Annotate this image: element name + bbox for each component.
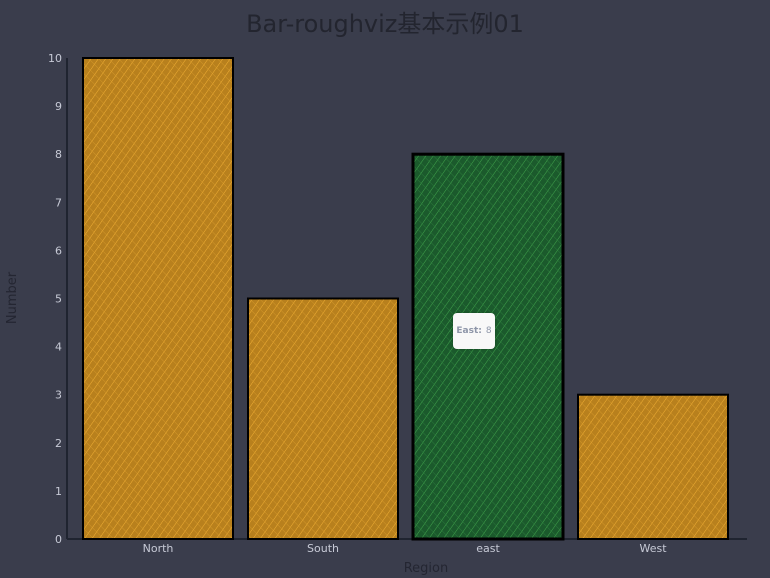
x-tick-label: North — [143, 542, 174, 555]
bar-outline — [82, 57, 234, 540]
bar-hatch-cross — [83, 58, 233, 539]
x-tick-label: South — [307, 542, 339, 555]
bar-outline — [247, 297, 399, 540]
bar-outline — [577, 393, 729, 541]
y-ticks: 0 1 2 3 4 5 6 7 8 9 10 — [48, 52, 62, 546]
y-tick-label: 6 — [55, 244, 62, 257]
x-tick-label: West — [639, 542, 667, 555]
y-tick-label: 7 — [55, 196, 62, 209]
chart-title: Bar-roughviz基本示例01 — [246, 10, 524, 38]
y-tick-label: 5 — [55, 293, 62, 306]
x-axis-label: Region — [404, 561, 449, 576]
y-axis-label: Number — [5, 271, 20, 324]
bar-hatch-cross — [578, 394, 728, 539]
y-tick-label: 0 — [55, 533, 62, 546]
x-ticks: North South east West — [143, 542, 668, 555]
tooltip: East: 8 — [453, 313, 495, 349]
tooltip-value: 8 — [485, 326, 492, 336]
bars — [82, 57, 729, 541]
x-tick-label: east — [476, 542, 500, 555]
y-tick-label: 1 — [55, 485, 62, 498]
y-tick-label: 9 — [55, 100, 62, 113]
tooltip-label: East: — [456, 326, 482, 336]
y-tick-label: 8 — [55, 148, 62, 161]
y-tick-label: 3 — [55, 389, 62, 402]
y-tick-label: 2 — [55, 437, 62, 450]
bar-outline — [411, 152, 565, 541]
y-tick-label: 4 — [55, 341, 62, 354]
bar-hatch-cross — [248, 298, 398, 539]
y-tick-label: 10 — [48, 52, 62, 65]
